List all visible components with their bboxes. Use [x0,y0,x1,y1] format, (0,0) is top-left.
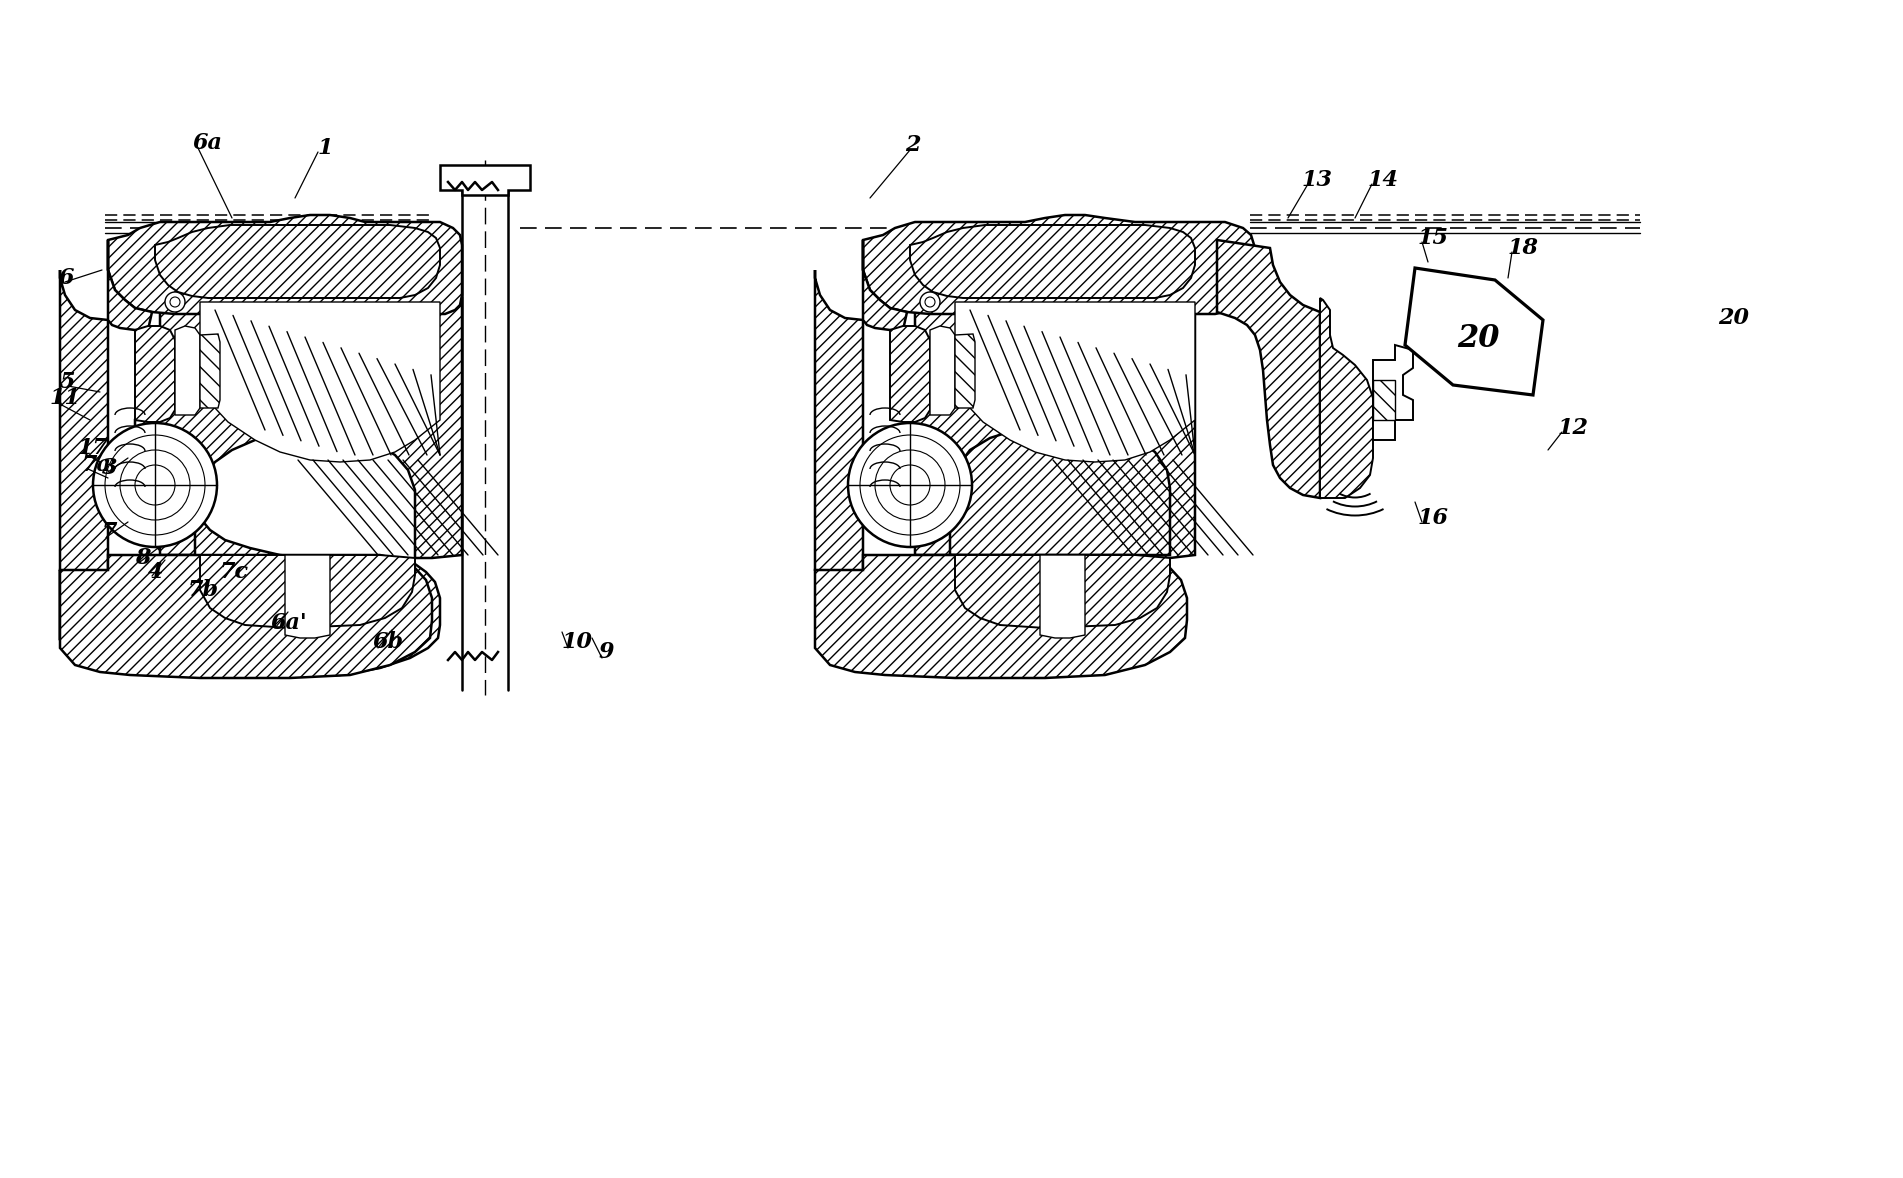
Text: 20: 20 [1458,323,1500,353]
Circle shape [135,465,175,505]
Circle shape [919,292,940,312]
Text: 6b: 6b [371,631,403,653]
Circle shape [891,465,931,505]
Polygon shape [1218,240,1321,498]
Polygon shape [955,302,1195,462]
Polygon shape [1372,380,1395,421]
Circle shape [875,450,946,519]
Text: 6a: 6a [192,132,223,154]
Polygon shape [931,326,955,415]
Text: 15: 15 [1418,227,1448,249]
Text: 7a: 7a [82,454,112,476]
Polygon shape [61,555,432,679]
Polygon shape [862,216,1254,338]
Polygon shape [440,165,531,196]
Polygon shape [1321,298,1372,498]
Text: 13: 13 [1302,168,1332,191]
Polygon shape [285,555,329,638]
Text: 8: 8 [135,547,150,569]
Text: 11: 11 [49,388,82,409]
Circle shape [93,423,217,547]
Polygon shape [200,555,415,628]
Text: 12: 12 [1559,417,1589,439]
Text: 6: 6 [57,267,74,289]
Circle shape [105,435,206,535]
Circle shape [120,450,190,519]
Circle shape [925,297,934,307]
Text: 18: 18 [1507,237,1540,259]
Polygon shape [175,326,200,415]
Text: 14: 14 [1368,168,1399,191]
Polygon shape [814,270,862,575]
Polygon shape [891,326,931,422]
Polygon shape [1041,555,1085,638]
Polygon shape [61,418,440,677]
Polygon shape [160,298,462,558]
Text: 4: 4 [148,561,164,583]
Text: 10: 10 [561,631,594,653]
Text: 7b: 7b [188,580,219,601]
Text: 1: 1 [318,137,333,159]
Polygon shape [814,555,1187,679]
Text: 7: 7 [103,521,118,543]
Text: 17: 17 [78,437,108,459]
Circle shape [169,297,181,307]
Circle shape [166,292,185,312]
Polygon shape [200,335,221,408]
Text: 7c: 7c [221,561,249,583]
Polygon shape [955,555,1170,628]
Polygon shape [1372,345,1414,441]
Text: 3: 3 [103,457,118,479]
Circle shape [860,435,959,535]
Polygon shape [154,225,440,298]
Text: 20: 20 [1718,307,1749,329]
Polygon shape [61,270,108,575]
Polygon shape [862,240,908,330]
Polygon shape [200,302,440,462]
Polygon shape [910,225,1195,298]
Text: 6a': 6a' [270,613,306,634]
Polygon shape [135,326,175,422]
Polygon shape [108,240,152,330]
Polygon shape [1404,269,1543,395]
Text: 9: 9 [598,641,613,663]
Text: 16: 16 [1418,507,1448,529]
Polygon shape [915,298,1195,558]
Polygon shape [955,335,974,408]
Text: 5: 5 [61,371,76,393]
Text: 2: 2 [906,134,921,155]
Polygon shape [108,216,462,338]
Circle shape [849,423,972,547]
